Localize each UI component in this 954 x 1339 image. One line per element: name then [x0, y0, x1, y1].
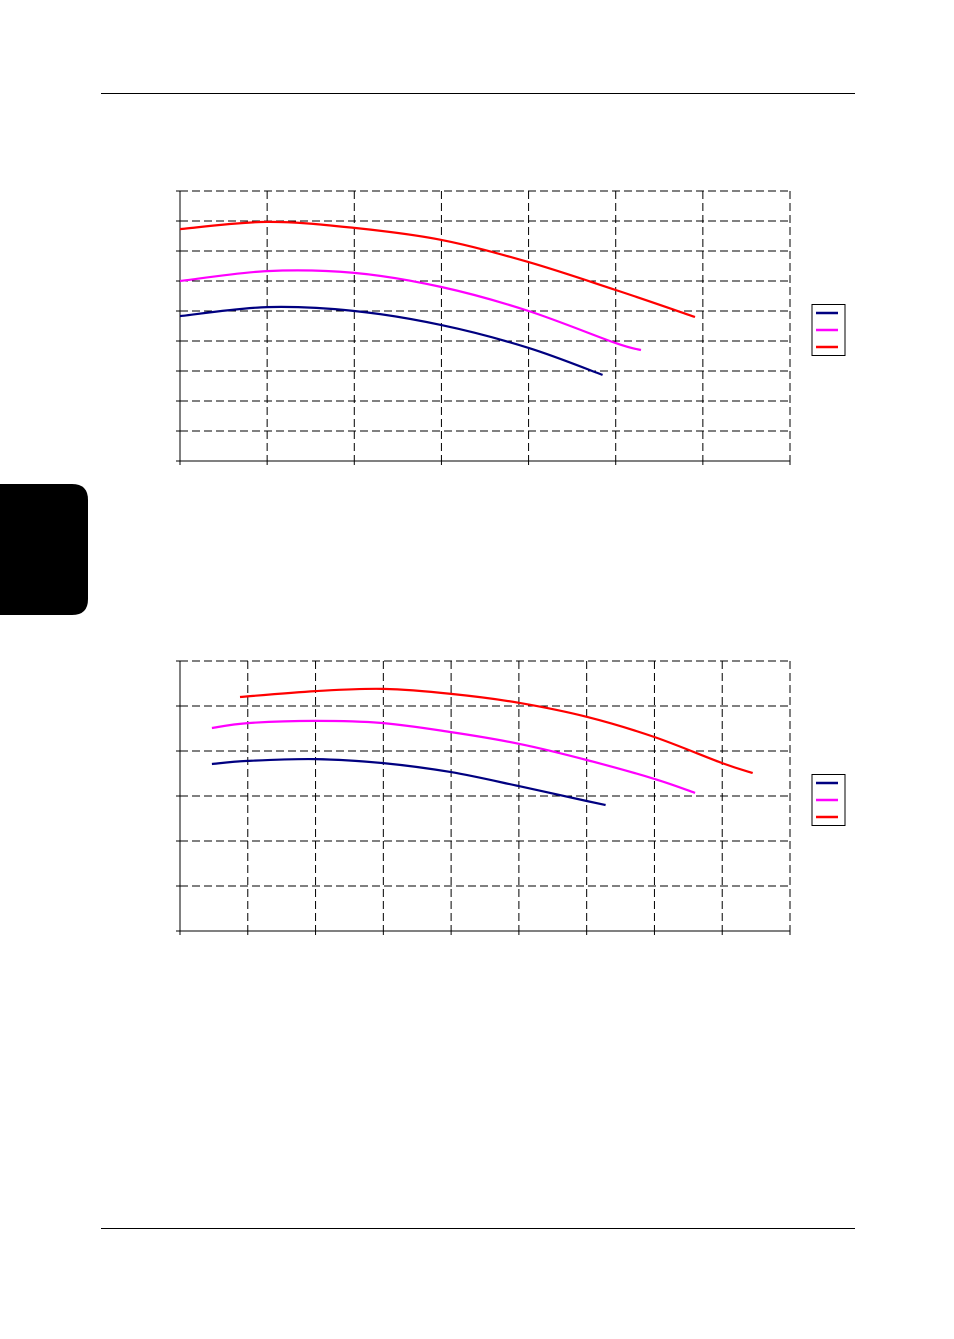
data-line — [211, 757, 606, 807]
data-line — [239, 687, 754, 775]
data-line — [211, 719, 696, 794]
section-tab — [0, 484, 88, 615]
data-line — [179, 269, 642, 352]
data-line — [179, 305, 603, 376]
data-line — [179, 220, 696, 319]
